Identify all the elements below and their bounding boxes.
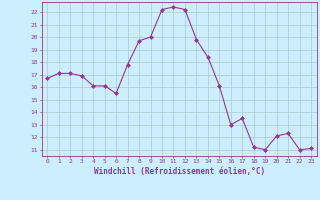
- X-axis label: Windchill (Refroidissement éolien,°C): Windchill (Refroidissement éolien,°C): [94, 167, 265, 176]
